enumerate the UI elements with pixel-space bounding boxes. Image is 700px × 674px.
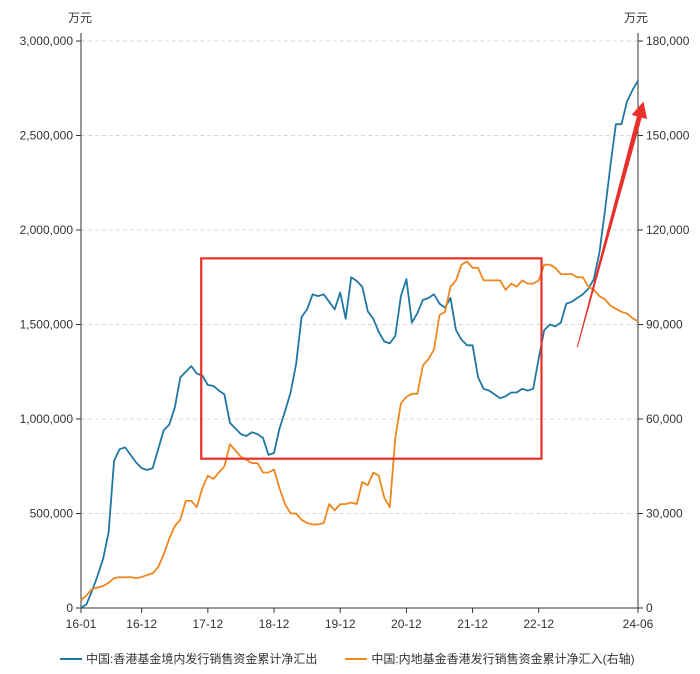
right-tick-label: 90,000 [646, 318, 683, 332]
x-tick-label: 24-06 [623, 617, 654, 631]
left-tick-label: 2,000,000 [20, 223, 74, 237]
legend-item-series-1[interactable]: 中国:香港基金境内发行销售资金累计净汇出 [60, 650, 317, 667]
left-tick-label: 1,000,000 [20, 412, 74, 426]
trend-arrow [576, 101, 648, 348]
highlight-rectangle [200, 257, 543, 460]
x-tick-label: 21-12 [457, 617, 488, 631]
right-axis-unit: 万元 [624, 11, 648, 25]
annotations [200, 101, 648, 460]
right-tick-label: 120,000 [646, 223, 690, 237]
x-tick-label: 22-12 [523, 617, 554, 631]
tick-labels: 0 500,000 1,000,000 1,500,000 2,000,000 2,500… [20, 34, 690, 631]
legend-swatch-series-2 [345, 657, 368, 660]
right-tick-label: 150,000 [646, 129, 690, 143]
left-axis-unit: 万元 [68, 11, 92, 25]
legend-label-series-1: 中国:香港基金境内发行销售资金累计净汇出 [86, 652, 318, 666]
x-tick-label: 16-01 [66, 617, 97, 631]
right-tick-label: 180,000 [646, 34, 690, 48]
right-tick-label: 30,000 [646, 507, 683, 521]
right-tick-label: 0 [646, 601, 653, 615]
x-tick-label: 17-12 [192, 617, 223, 631]
x-tick-label: 20-12 [391, 617, 422, 631]
series-line-2 [80, 260, 639, 601]
left-tick-label: 2,500,000 [20, 129, 74, 143]
grid-lines [81, 40, 638, 514]
left-tick-label: 1,500,000 [20, 318, 74, 332]
x-tick-label: 18-12 [259, 617, 290, 631]
legend: 中国:香港基金境内发行销售资金累计净汇出 中国:内地基金香港发行销售资金累计净汇… [60, 650, 635, 667]
series-lines [80, 80, 639, 609]
x-tick-label: 16-12 [126, 617, 157, 631]
legend-item-series-2[interactable]: 中国:内地基金香港发行销售资金累计净汇入(右轴) [345, 650, 635, 667]
right-tick-label: 60,000 [646, 412, 683, 426]
x-tick-label: 19-12 [325, 617, 356, 631]
left-tick-label: 500,000 [30, 507, 74, 521]
left-tick-label: 0 [66, 601, 73, 615]
left-tick-label: 3,000,000 [20, 34, 74, 48]
legend-swatch-series-1 [60, 657, 82, 660]
axes [76, 33, 643, 613]
legend-label-series-2: 中国:内地基金香港发行销售资金累计净汇入(右轴) [371, 652, 635, 666]
chart: 0 500,000 1,000,000 1,500,000 2,000,000 2,500… [20, 11, 690, 631]
series-line-1 [80, 80, 639, 609]
